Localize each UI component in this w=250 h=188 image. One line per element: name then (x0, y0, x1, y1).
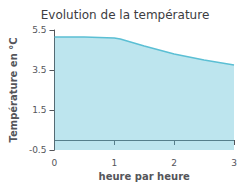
svg-text:1: 1 (111, 158, 117, 168)
svg-text:Température en °C: Température en °C (8, 37, 19, 142)
svg-text:5.5: 5.5 (32, 25, 46, 35)
svg-text:3.5: 3.5 (32, 65, 46, 75)
svg-text:heure par heure: heure par heure (99, 171, 190, 182)
svg-text:2: 2 (171, 158, 177, 168)
svg-text:-0.5: -0.5 (29, 145, 47, 155)
svg-text:Evolution de la température: Evolution de la température (41, 8, 210, 22)
svg-text:0: 0 (52, 158, 58, 168)
svg-text:3: 3 (231, 158, 237, 168)
svg-text:1.5: 1.5 (32, 105, 46, 115)
